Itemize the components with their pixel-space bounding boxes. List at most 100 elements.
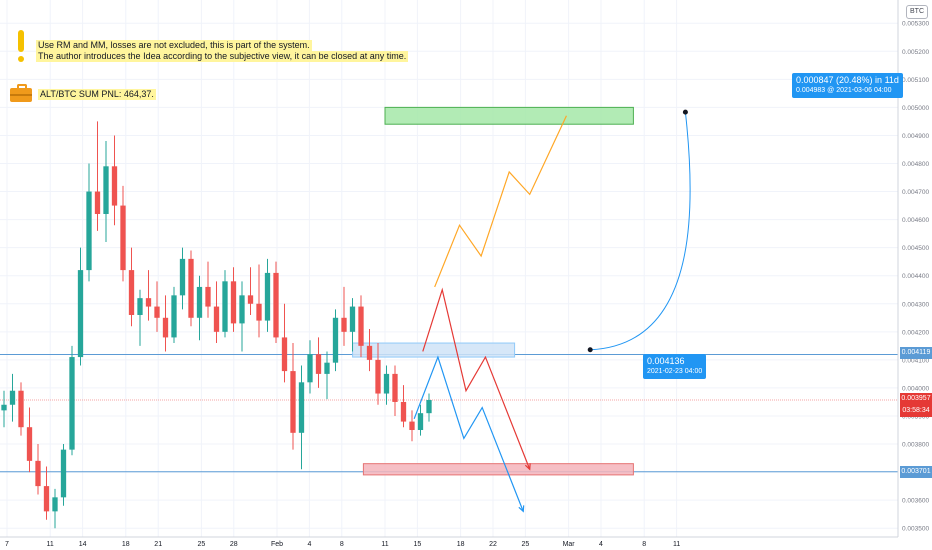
candle-body (1, 404, 7, 411)
scenario-paths[interactable] (413, 109, 691, 513)
target-gain: 0.000847 (20.48%) in 11d (796, 75, 899, 85)
candle-body (111, 166, 118, 206)
candlesticks (1, 121, 432, 529)
blue-scenario-path (413, 355, 524, 512)
entry-date: 2021-02-23 04:00 (647, 368, 703, 375)
time-axis[interactable]: 7 11 14 18 21 25 28 Feb 4 8 11 15 18 22 25 Mar 4 8 11 (0, 536, 898, 548)
candle (230, 267, 237, 332)
price-tick-label: 0.005100 (902, 77, 929, 84)
candle-body (196, 286, 203, 318)
pnl-note: ALT/BTC SUM PNL: 464,37. (38, 89, 156, 100)
entry-price: 0.004136 (647, 356, 685, 366)
blue-arrow-head (518, 505, 525, 513)
candle (409, 410, 415, 442)
projection-start-dot (587, 347, 593, 353)
candle (392, 365, 398, 416)
candle-body (230, 281, 237, 324)
exclamation-icon (16, 30, 26, 64)
candle (358, 295, 364, 358)
time-tick-label: 11 (381, 541, 388, 548)
time-tick-label: 8 (340, 541, 344, 548)
candle (128, 247, 135, 327)
candle (222, 270, 228, 338)
candle-body (120, 205, 126, 271)
candle (324, 351, 330, 400)
time-tick-label: 8 (642, 541, 646, 548)
candle (332, 309, 339, 372)
candle (426, 393, 432, 422)
currency-badge[interactable]: BTC (906, 5, 928, 19)
candle (69, 345, 75, 456)
candle-body (205, 286, 211, 307)
candle (86, 163, 92, 282)
time-tick-label: 4 (307, 541, 311, 548)
note-line-2: The author introduces the Idea according… (36, 51, 409, 62)
candle-body (426, 399, 432, 414)
candle (341, 286, 347, 346)
price-tick-label: 0.004600 (902, 217, 929, 224)
time-tick-label: 7 (5, 541, 9, 548)
time-tick-label: 18 (457, 541, 465, 548)
candle-body (332, 317, 339, 363)
trade-zones[interactable] (352, 106, 634, 476)
time-tick-label: Mar (563, 541, 576, 548)
candle-body (18, 390, 24, 428)
candle-body (358, 306, 364, 346)
candle-body (264, 272, 271, 321)
candle-body (290, 371, 296, 433)
candle (256, 264, 262, 338)
candle-body (69, 357, 75, 450)
time-tick-label: 22 (489, 541, 497, 548)
target-callout: 0.000847 (20.48%) in 11d 0.004983 @ 2021… (792, 73, 903, 98)
price-tick-label: 0.004900 (902, 133, 929, 140)
candle (264, 258, 271, 332)
candle (35, 444, 41, 495)
red-arrow-head (524, 463, 531, 471)
candle (298, 365, 305, 470)
candle (162, 295, 169, 352)
countdown-tag: 03:58:34 (900, 405, 932, 417)
candle-body (324, 362, 330, 374)
candle-body (145, 298, 152, 307)
candle-body (94, 191, 101, 214)
current-price-tag: 0.003957 (900, 393, 932, 405)
candle-body (222, 281, 228, 332)
horizontal-levels[interactable] (0, 354, 898, 473)
time-tick-label: 28 (230, 541, 238, 548)
candle (290, 343, 296, 450)
candle (145, 270, 152, 321)
candle (77, 247, 84, 366)
candle (315, 337, 322, 388)
projection-arc (590, 112, 691, 351)
candle (196, 275, 203, 341)
target-zone (384, 106, 634, 125)
candle (239, 281, 245, 352)
candle-body (171, 295, 177, 338)
candle (375, 343, 381, 405)
candle (273, 261, 279, 344)
candle-body (400, 401, 407, 422)
candle (103, 141, 109, 243)
candle-body (162, 317, 169, 338)
entry-zone (352, 342, 516, 358)
candle (417, 404, 424, 436)
price-tick-label: 0.004700 (902, 189, 929, 196)
time-tick-label: Feb (271, 541, 283, 548)
candle-body (417, 413, 424, 431)
price-tick-label: 0.004200 (902, 329, 929, 336)
candle-body (409, 421, 415, 431)
candle-body (341, 317, 347, 332)
time-tick-label: 11 (673, 541, 680, 548)
candle (1, 390, 7, 428)
candle (188, 250, 194, 327)
candle (52, 488, 58, 529)
candle-body (213, 306, 220, 332)
candle (9, 373, 16, 422)
candle-body (256, 303, 262, 321)
note-line-1: Use RM and MM, losses are not excluded, … (36, 40, 312, 51)
price-tick-label: 0.004400 (902, 273, 929, 280)
time-tick-label: 4 (599, 541, 603, 548)
candle-body (366, 345, 373, 360)
candle-body (298, 382, 305, 433)
